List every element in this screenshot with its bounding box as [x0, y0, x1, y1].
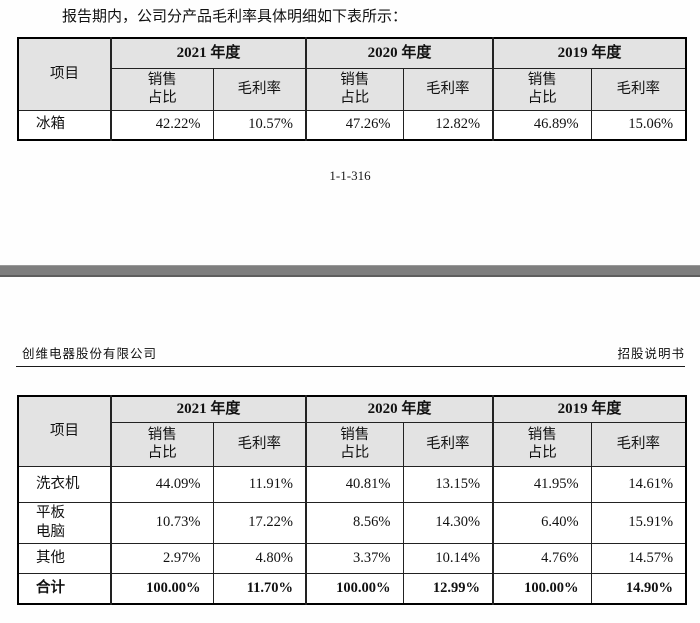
gross-margin-table-page2: 项目 2021 年度 2020 年度 2019 年度 销售 占比 毛利率 销售 …	[17, 395, 688, 605]
column-header-year-2019: 2019 年度	[492, 395, 687, 423]
cell-value: 14.30%	[402, 501, 495, 544]
cell-value: 14.61%	[590, 465, 687, 503]
cell-value: 42.22%	[110, 109, 214, 141]
cell-value: 41.95%	[492, 465, 592, 503]
column-header-gross-margin: 毛利率	[212, 421, 308, 467]
row-label: 其他	[17, 542, 112, 574]
cell-value: 4.80%	[212, 542, 308, 574]
row-label: 合计	[17, 572, 112, 605]
column-header-year-2020: 2020 年度	[305, 395, 495, 423]
cell-value: 11.91%	[212, 465, 308, 503]
cell-value: 100.00%	[305, 572, 404, 605]
table-row-washing-machine: 洗衣机 44.09% 11.91% 40.81% 13.15% 41.95% 1…	[17, 465, 687, 503]
cell-value: 6.40%	[492, 501, 592, 544]
column-header-item: 项目	[17, 395, 112, 467]
column-header-gross-margin: 毛利率	[590, 421, 687, 467]
cell-value: 12.82%	[402, 109, 495, 141]
cell-value: 4.76%	[492, 542, 592, 574]
cell-value: 100.00%	[110, 572, 214, 605]
cell-value: 12.99%	[402, 572, 495, 605]
cell-value: 10.57%	[212, 109, 308, 141]
column-header-sales-share: 销售 占比	[305, 421, 404, 467]
document-type-label: 招股说明书	[617, 347, 685, 361]
column-header-sales-share: 销售 占比	[492, 67, 592, 111]
cell-value: 11.70%	[212, 572, 308, 605]
column-header-sales-share: 销售 占比	[110, 67, 214, 111]
cell-value: 3.37%	[305, 542, 404, 574]
column-header-year-2019: 2019 年度	[492, 37, 687, 69]
cell-value: 8.56%	[305, 501, 404, 544]
column-header-sales-share: 销售 占比	[492, 421, 592, 467]
cell-value: 44.09%	[110, 465, 214, 503]
column-header-year-2021: 2021 年度	[110, 395, 308, 423]
column-header-sales-share: 销售 占比	[305, 67, 404, 111]
cell-value: 10.73%	[110, 501, 214, 544]
table-row-fridge: 冰箱 42.22% 10.57% 47.26% 12.82% 46.89% 15…	[17, 109, 687, 141]
column-header-year-2021: 2021 年度	[110, 37, 308, 69]
page-break-divider	[0, 265, 700, 277]
intro-paragraph: 报告期内，公司分产品毛利率具体明细如下表所示：	[62, 9, 408, 25]
gross-margin-table-page1: 项目 2021 年度 2020 年度 2019 年度 销售 占比 毛利率 销售 …	[17, 37, 688, 141]
column-header-gross-margin: 毛利率	[590, 67, 687, 111]
table-row-tablet: 平板 电脑 10.73% 17.22% 8.56% 14.30% 6.40% 1…	[17, 501, 687, 544]
column-header-item: 项目	[17, 37, 112, 111]
cell-value: 100.00%	[492, 572, 592, 605]
table-row-total: 合计 100.00% 11.70% 100.00% 12.99% 100.00%…	[17, 572, 687, 605]
cell-value: 13.15%	[402, 465, 495, 503]
column-header-gross-margin: 毛利率	[402, 67, 495, 111]
column-header-year-2020: 2020 年度	[305, 37, 495, 69]
column-header-gross-margin: 毛利率	[402, 421, 495, 467]
cell-value: 46.89%	[492, 109, 592, 141]
cell-value: 15.91%	[590, 501, 687, 544]
cell-value: 17.22%	[212, 501, 308, 544]
page-number: 1-1-316	[329, 168, 371, 183]
cell-value: 14.90%	[590, 572, 687, 605]
company-name: 创维电器股份有限公司	[22, 347, 158, 361]
cell-value: 10.14%	[402, 542, 495, 574]
table-row-other: 其他 2.97% 4.80% 3.37% 10.14% 4.76% 14.57%	[17, 542, 687, 574]
row-label: 洗衣机	[17, 465, 112, 503]
cell-value: 15.06%	[590, 109, 687, 141]
row-label: 平板 电脑	[17, 501, 112, 544]
cell-value: 14.57%	[590, 542, 687, 574]
page2-running-header: 创维电器股份有限公司 招股说明书	[16, 342, 685, 367]
column-header-sales-share: 销售 占比	[110, 421, 214, 467]
cell-value: 40.81%	[305, 465, 404, 503]
column-header-gross-margin: 毛利率	[212, 67, 308, 111]
cell-value: 47.26%	[305, 109, 404, 141]
row-label: 冰箱	[17, 109, 112, 141]
cell-value: 2.97%	[110, 542, 214, 574]
